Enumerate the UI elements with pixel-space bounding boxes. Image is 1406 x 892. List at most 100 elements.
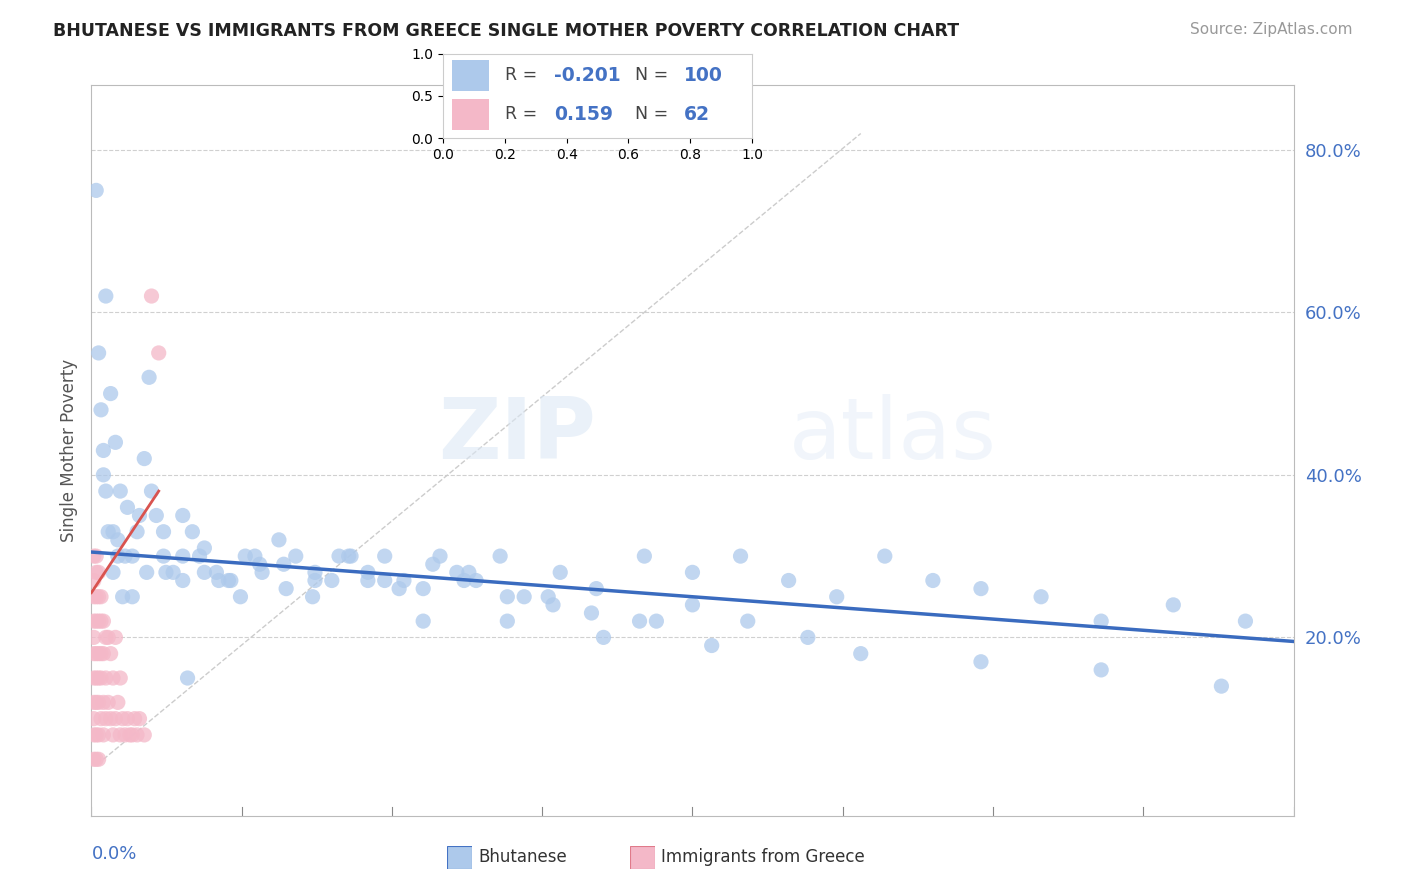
- Text: BHUTANESE VS IMMIGRANTS FROM GREECE SINGLE MOTHER POVERTY CORRELATION CHART: BHUTANESE VS IMMIGRANTS FROM GREECE SING…: [53, 22, 959, 40]
- Point: [121, 549, 143, 563]
- Point: [94, 631, 117, 645]
- Point: [188, 549, 211, 563]
- Point: [628, 614, 651, 628]
- Point: [849, 647, 872, 661]
- Point: [84, 752, 107, 766]
- Point: [83, 631, 105, 645]
- Point: [970, 582, 993, 596]
- Point: [1234, 614, 1257, 628]
- Point: [117, 500, 139, 515]
- Point: [412, 614, 434, 628]
- Point: [219, 574, 242, 588]
- Text: 100: 100: [685, 66, 723, 85]
- Point: [304, 566, 326, 580]
- Text: -0.201: -0.201: [554, 66, 621, 85]
- Point: [267, 533, 290, 547]
- Point: [217, 574, 239, 588]
- Point: [110, 671, 132, 685]
- Point: [114, 549, 136, 563]
- Point: [93, 443, 115, 458]
- Point: [110, 728, 132, 742]
- Point: [83, 590, 105, 604]
- Text: 62: 62: [685, 104, 710, 124]
- Point: [340, 549, 363, 563]
- Point: [118, 728, 141, 742]
- Point: [83, 614, 105, 628]
- Point: [374, 574, 396, 588]
- Point: [233, 549, 256, 563]
- Point: [1029, 590, 1052, 604]
- Point: [138, 370, 160, 384]
- Point: [121, 590, 143, 604]
- Point: [84, 614, 107, 628]
- Point: [104, 631, 127, 645]
- Point: [110, 484, 132, 499]
- Point: [489, 549, 512, 563]
- Point: [457, 566, 479, 580]
- Point: [100, 386, 122, 401]
- Point: [117, 712, 139, 726]
- Point: [148, 346, 170, 360]
- Point: [357, 574, 380, 588]
- Point: [321, 574, 343, 588]
- Point: [730, 549, 752, 563]
- Point: [229, 590, 252, 604]
- Point: [141, 484, 163, 499]
- Point: [422, 558, 444, 572]
- Point: [374, 549, 396, 563]
- Text: R =: R =: [505, 66, 537, 84]
- Point: [429, 549, 451, 563]
- Point: [100, 712, 122, 726]
- Point: [114, 728, 136, 742]
- Point: [700, 639, 723, 653]
- Point: [496, 590, 519, 604]
- Point: [83, 728, 105, 742]
- Point: [121, 728, 143, 742]
- Point: [84, 671, 107, 685]
- Point: [537, 590, 560, 604]
- Point: [141, 289, 163, 303]
- Point: [581, 606, 603, 620]
- Point: [825, 590, 848, 604]
- Point: [94, 289, 117, 303]
- FancyBboxPatch shape: [453, 99, 489, 130]
- Text: 0.159: 0.159: [554, 104, 613, 124]
- Point: [1211, 679, 1233, 693]
- Point: [83, 671, 105, 685]
- Point: [83, 647, 105, 661]
- Point: [922, 574, 945, 588]
- Point: [301, 590, 323, 604]
- Point: [970, 655, 993, 669]
- Point: [134, 451, 156, 466]
- Point: [111, 712, 134, 726]
- Point: [97, 695, 120, 709]
- Point: [97, 631, 120, 645]
- Point: [94, 484, 117, 499]
- Point: [84, 183, 107, 197]
- Point: [87, 614, 110, 628]
- Point: [83, 574, 105, 588]
- Point: [90, 590, 112, 604]
- Text: Bhutanese: Bhutanese: [478, 848, 567, 866]
- Point: [592, 631, 614, 645]
- Point: [83, 549, 105, 563]
- Point: [128, 712, 150, 726]
- Point: [90, 712, 112, 726]
- Point: [548, 566, 571, 580]
- Text: atlas: atlas: [789, 394, 997, 477]
- Point: [172, 549, 194, 563]
- Point: [84, 695, 107, 709]
- Point: [104, 435, 127, 450]
- Text: R =: R =: [505, 105, 537, 123]
- Point: [125, 524, 148, 539]
- Point: [645, 614, 668, 628]
- Point: [87, 647, 110, 661]
- Point: [101, 524, 124, 539]
- Point: [172, 508, 194, 523]
- Point: [87, 346, 110, 360]
- Point: [465, 574, 488, 588]
- Point: [90, 647, 112, 661]
- Point: [162, 566, 184, 580]
- Point: [1161, 598, 1184, 612]
- Text: ZIP: ZIP: [439, 394, 596, 477]
